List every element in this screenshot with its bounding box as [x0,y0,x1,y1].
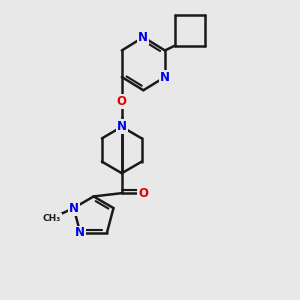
Text: N: N [117,120,127,133]
Text: N: N [160,70,170,83]
Text: N: N [75,226,85,239]
Text: N: N [138,31,148,44]
Text: O: O [138,187,148,200]
Text: N: N [69,202,79,214]
Text: CH₃: CH₃ [43,214,61,223]
Text: O: O [117,95,127,108]
